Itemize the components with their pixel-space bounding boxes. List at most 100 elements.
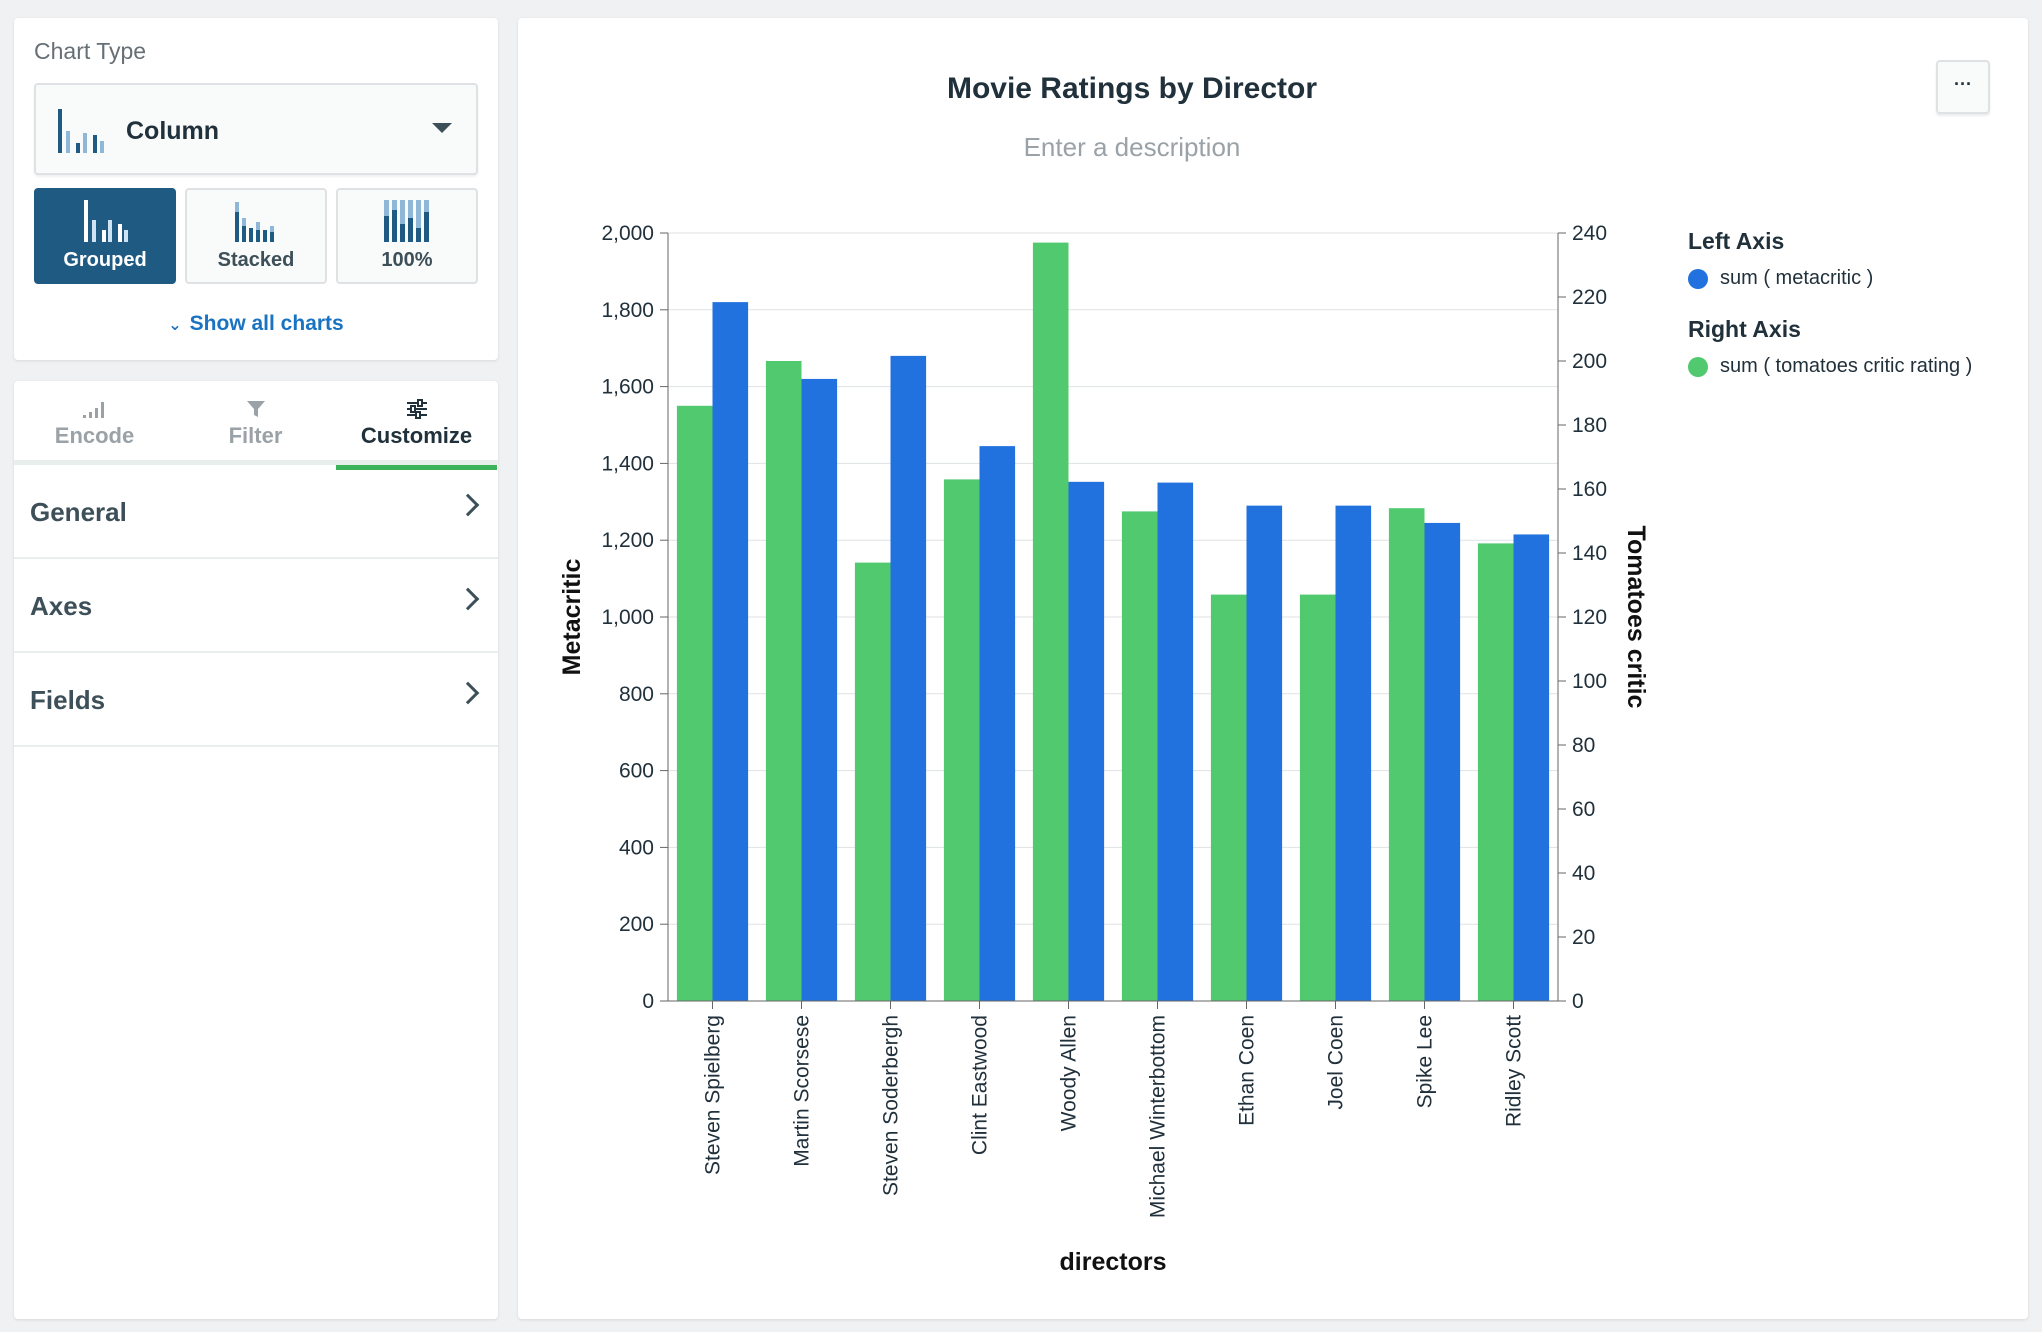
tab-encode-label: Encode bbox=[54, 423, 135, 448]
chevron-right-icon bbox=[456, 681, 480, 705]
bar-tomatoes bbox=[765, 361, 802, 1001]
settings-tabs: Encode Filter Customize bbox=[14, 381, 498, 470]
x-axis-title: directors bbox=[1060, 1248, 1167, 1276]
section-general[interactable]: General bbox=[14, 465, 498, 559]
y2-tick-label: 100 bbox=[1572, 670, 1607, 693]
bar-metacritic bbox=[712, 302, 749, 1001]
caret-down-icon bbox=[432, 123, 452, 133]
bar-signal-icon bbox=[82, 399, 108, 424]
bar-tomatoes bbox=[1477, 543, 1514, 1001]
y2-axis-title: Tomatoes critic bbox=[1622, 526, 1650, 709]
bar-tomatoes bbox=[1388, 508, 1425, 1001]
legend-dot-green bbox=[1688, 356, 1708, 377]
legend-right-axis-heading: Right Axis bbox=[1688, 316, 1801, 342]
bar-metacritic bbox=[1335, 505, 1372, 1001]
legend-label-tomatoes: sum ( tomatoes critic rating ) bbox=[1720, 355, 1973, 377]
bar-metacritic bbox=[1424, 522, 1461, 1001]
section-axes-label: Axes bbox=[30, 591, 93, 621]
chart-title[interactable]: Movie Ratings by Director bbox=[946, 72, 1318, 105]
legend-item-metacritic[interactable]: sum ( metacritic ) bbox=[1688, 267, 1972, 290]
x-tick-label: Martin Scorsese bbox=[791, 1015, 814, 1167]
y-tick-label: 1,400 bbox=[601, 452, 654, 475]
y2-tick-label: 0 bbox=[1572, 990, 1584, 1013]
x-tick-label: Spike Lee bbox=[1414, 1015, 1437, 1108]
bar-metacritic bbox=[890, 355, 927, 1001]
column-chart: 02004006008001,0001,2001,4001,6001,8002,… bbox=[558, 222, 1650, 1276]
y2-tick-label: 120 bbox=[1572, 606, 1607, 629]
grouped-chart-icon bbox=[80, 198, 130, 249]
chart-description-input[interactable]: Enter a description bbox=[1023, 132, 1241, 162]
bar-tomatoes bbox=[943, 479, 980, 1001]
variant-stacked-button[interactable]: Stacked bbox=[185, 188, 327, 284]
tab-filter[interactable]: Filter bbox=[175, 381, 336, 465]
x-tick-label: Steven Spielberg bbox=[702, 1015, 725, 1175]
variant-grouped-label: Grouped bbox=[63, 249, 147, 271]
bar-metacritic bbox=[979, 446, 1016, 1001]
section-axes[interactable]: Axes bbox=[14, 559, 498, 653]
variant-100-percent-button[interactable]: 100% bbox=[336, 188, 478, 284]
chart-legend: Left Axis sum ( metacritic ) Right Axis … bbox=[1688, 228, 1972, 404]
y2-tick-label: 20 bbox=[1572, 926, 1595, 949]
chart-type-heading: Chart Type bbox=[34, 38, 147, 64]
y2-tick-label: 140 bbox=[1572, 542, 1607, 565]
bar-tomatoes bbox=[676, 405, 713, 1001]
x-tick-label: Ethan Coen bbox=[1236, 1015, 1259, 1126]
section-general-label: General bbox=[30, 497, 127, 527]
y-axis-title: Metacritic bbox=[558, 559, 586, 676]
y2-tick-label: 180 bbox=[1572, 414, 1607, 437]
show-all-charts-label: Show all charts bbox=[189, 312, 344, 335]
y2-tick-label: 60 bbox=[1572, 798, 1595, 821]
chevron-right-icon bbox=[456, 587, 480, 611]
y2-tick-label: 200 bbox=[1572, 350, 1607, 373]
variant-stacked-label: Stacked bbox=[217, 249, 295, 271]
legend-item-tomatoes[interactable]: sum ( tomatoes critic rating ) bbox=[1688, 355, 1972, 378]
bar-metacritic bbox=[1068, 481, 1105, 1001]
settings-panel: Encode Filter Customize bbox=[14, 381, 498, 1319]
y2-tick-label: 80 bbox=[1572, 734, 1595, 757]
chart-type-dropdown[interactable]: Column bbox=[34, 83, 478, 175]
show-all-charts-link[interactable]: ⌄ Show all charts bbox=[14, 312, 498, 336]
y-tick-label: 1,200 bbox=[601, 529, 654, 552]
bar-metacritic bbox=[1157, 482, 1194, 1002]
y-tick-label: 800 bbox=[619, 683, 654, 706]
y-tick-label: 0 bbox=[642, 990, 654, 1013]
y2-tick-label: 40 bbox=[1572, 862, 1595, 885]
tab-customize-label: Customize bbox=[360, 423, 473, 448]
chart-panel: ··· Movie Ratings by Director Enter a de… bbox=[518, 18, 2028, 1319]
y-tick-label: 400 bbox=[619, 836, 654, 859]
bar-tomatoes bbox=[1032, 242, 1069, 1002]
y2-tick-label: 240 bbox=[1572, 222, 1607, 245]
section-fields-label: Fields bbox=[30, 685, 106, 715]
section-fields[interactable]: Fields bbox=[14, 653, 498, 747]
more-options-button[interactable]: ··· bbox=[1936, 60, 1990, 114]
y-tick-label: 1,800 bbox=[601, 299, 654, 322]
stacked-chart-icon bbox=[231, 198, 281, 249]
tab-encode[interactable]: Encode bbox=[14, 381, 175, 465]
bar-tomatoes bbox=[1210, 594, 1247, 1001]
x-tick-label: Joel Coen bbox=[1325, 1015, 1348, 1110]
funnel-icon bbox=[246, 399, 266, 424]
chart-type-value: Column bbox=[126, 117, 220, 145]
legend-label-metacritic: sum ( metacritic ) bbox=[1720, 267, 1874, 289]
sliders-icon bbox=[405, 399, 429, 424]
x-tick-label: Clint Eastwood bbox=[969, 1015, 992, 1155]
y2-tick-label: 220 bbox=[1572, 286, 1607, 309]
bar-metacritic bbox=[1246, 505, 1283, 1001]
bar-tomatoes bbox=[1299, 594, 1336, 1001]
y2-tick-label: 160 bbox=[1572, 478, 1607, 501]
variant-100-percent-label: 100% bbox=[381, 249, 433, 271]
y-tick-label: 600 bbox=[619, 760, 654, 783]
legend-left-axis-heading: Left Axis bbox=[1688, 228, 1785, 254]
bar-metacritic bbox=[801, 378, 838, 1001]
bar-tomatoes bbox=[1121, 511, 1158, 1001]
y-tick-label: 2,000 bbox=[601, 222, 654, 245]
tab-filter-label: Filter bbox=[228, 423, 283, 448]
x-tick-label: Michael Winterbottom bbox=[1147, 1015, 1170, 1218]
y-tick-label: 1,600 bbox=[601, 376, 654, 399]
chevron-right-icon bbox=[456, 493, 480, 517]
y-tick-label: 1,000 bbox=[601, 606, 654, 629]
x-tick-label: Steven Soderbergh bbox=[880, 1015, 903, 1196]
variant-grouped-button[interactable]: Grouped bbox=[34, 188, 176, 284]
tab-customize[interactable]: Customize bbox=[336, 381, 497, 470]
column-chart-icon bbox=[56, 107, 106, 160]
